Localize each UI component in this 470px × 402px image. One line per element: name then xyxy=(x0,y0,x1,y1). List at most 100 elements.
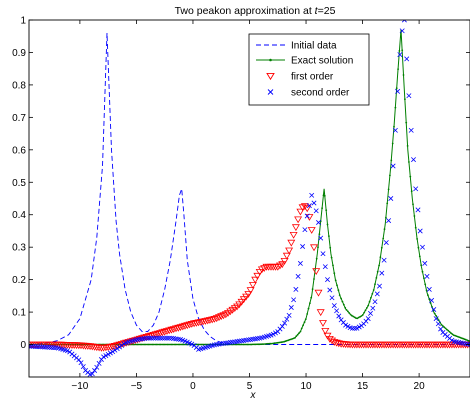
data-point xyxy=(307,227,316,234)
data-point xyxy=(162,335,168,341)
data-point xyxy=(148,343,151,346)
data-point xyxy=(443,326,446,329)
x-tick-label: 15 xyxy=(357,381,369,392)
data-point xyxy=(404,56,410,62)
data-point xyxy=(169,326,178,333)
data-point xyxy=(270,331,276,337)
data-point xyxy=(343,322,349,328)
data-point xyxy=(103,353,109,359)
data-point xyxy=(411,157,416,163)
data-point xyxy=(375,277,378,279)
series-second-order xyxy=(29,20,470,377)
data-point xyxy=(467,339,470,342)
data-point xyxy=(409,175,412,178)
data-point xyxy=(395,87,398,90)
data-point xyxy=(215,314,223,322)
data-point xyxy=(135,343,138,346)
data-point xyxy=(433,312,436,315)
data-point xyxy=(170,343,173,346)
data-point xyxy=(368,300,371,303)
data-point xyxy=(92,368,98,373)
data-point xyxy=(286,312,292,318)
data-point xyxy=(76,357,82,363)
data-point xyxy=(390,163,396,169)
data-point xyxy=(336,313,342,319)
data-point xyxy=(321,207,323,210)
x-tick-label: −10 xyxy=(71,381,88,392)
data-point xyxy=(334,340,343,348)
data-point xyxy=(185,321,194,329)
data-point xyxy=(329,295,335,301)
data-point xyxy=(415,207,421,213)
data-point xyxy=(155,335,161,341)
data-point xyxy=(251,276,260,284)
data-point xyxy=(310,296,313,299)
data-point xyxy=(404,98,406,101)
data-point xyxy=(349,325,355,331)
data-point xyxy=(205,317,214,324)
data-point xyxy=(250,343,253,346)
data-point xyxy=(311,288,314,290)
data-point xyxy=(398,50,401,52)
data-point xyxy=(424,273,430,279)
data-point xyxy=(320,251,326,257)
data-point xyxy=(459,336,462,339)
data-point xyxy=(376,270,379,273)
data-point xyxy=(295,273,301,279)
data-point xyxy=(281,341,284,343)
data-point xyxy=(165,343,167,346)
data-point xyxy=(372,299,378,305)
data-point xyxy=(405,121,408,124)
data-point xyxy=(164,335,170,341)
data-point xyxy=(363,311,366,314)
data-point xyxy=(423,277,425,279)
data-point xyxy=(51,345,57,351)
legend-swatch xyxy=(266,72,275,81)
data-point xyxy=(254,343,257,346)
data-point xyxy=(386,218,392,224)
data-point xyxy=(200,343,203,346)
data-point xyxy=(288,338,291,341)
data-point xyxy=(296,333,299,336)
data-point xyxy=(119,342,125,348)
legend-label: second order xyxy=(291,88,350,99)
data-point xyxy=(260,343,262,346)
data-point xyxy=(312,268,321,275)
data-point xyxy=(185,343,188,346)
data-point xyxy=(266,342,269,345)
data-point xyxy=(306,203,312,209)
data-point xyxy=(140,343,143,346)
data-point xyxy=(458,336,460,338)
data-point xyxy=(305,214,314,221)
legend: Initial data Exact solution first order sec… xyxy=(248,33,370,106)
data-point xyxy=(309,302,311,304)
data-point xyxy=(257,343,260,346)
legend-item: Initial data xyxy=(256,41,337,52)
data-point xyxy=(152,343,155,346)
data-point xyxy=(110,349,116,355)
data-point xyxy=(334,279,337,282)
data-point xyxy=(242,293,251,301)
legend-item: Exact solution xyxy=(256,56,353,67)
data-point xyxy=(153,335,159,341)
legend-item: first order xyxy=(266,72,334,83)
data-point xyxy=(150,343,153,346)
data-point xyxy=(139,343,142,346)
data-point xyxy=(161,343,163,346)
data-point xyxy=(203,343,205,346)
data-point xyxy=(296,208,305,216)
data-point xyxy=(143,343,146,346)
legend-swatch xyxy=(267,89,274,95)
data-point xyxy=(78,360,84,366)
data-point xyxy=(298,332,300,334)
data-point xyxy=(64,348,70,354)
data-point xyxy=(381,257,387,263)
y-tick-label: 0.2 xyxy=(12,275,26,286)
data-point xyxy=(414,226,417,229)
data-point xyxy=(440,323,443,326)
data-point xyxy=(203,317,212,325)
data-point xyxy=(325,277,330,283)
data-point xyxy=(397,68,399,70)
data-point xyxy=(159,343,162,346)
data-point xyxy=(425,289,428,292)
